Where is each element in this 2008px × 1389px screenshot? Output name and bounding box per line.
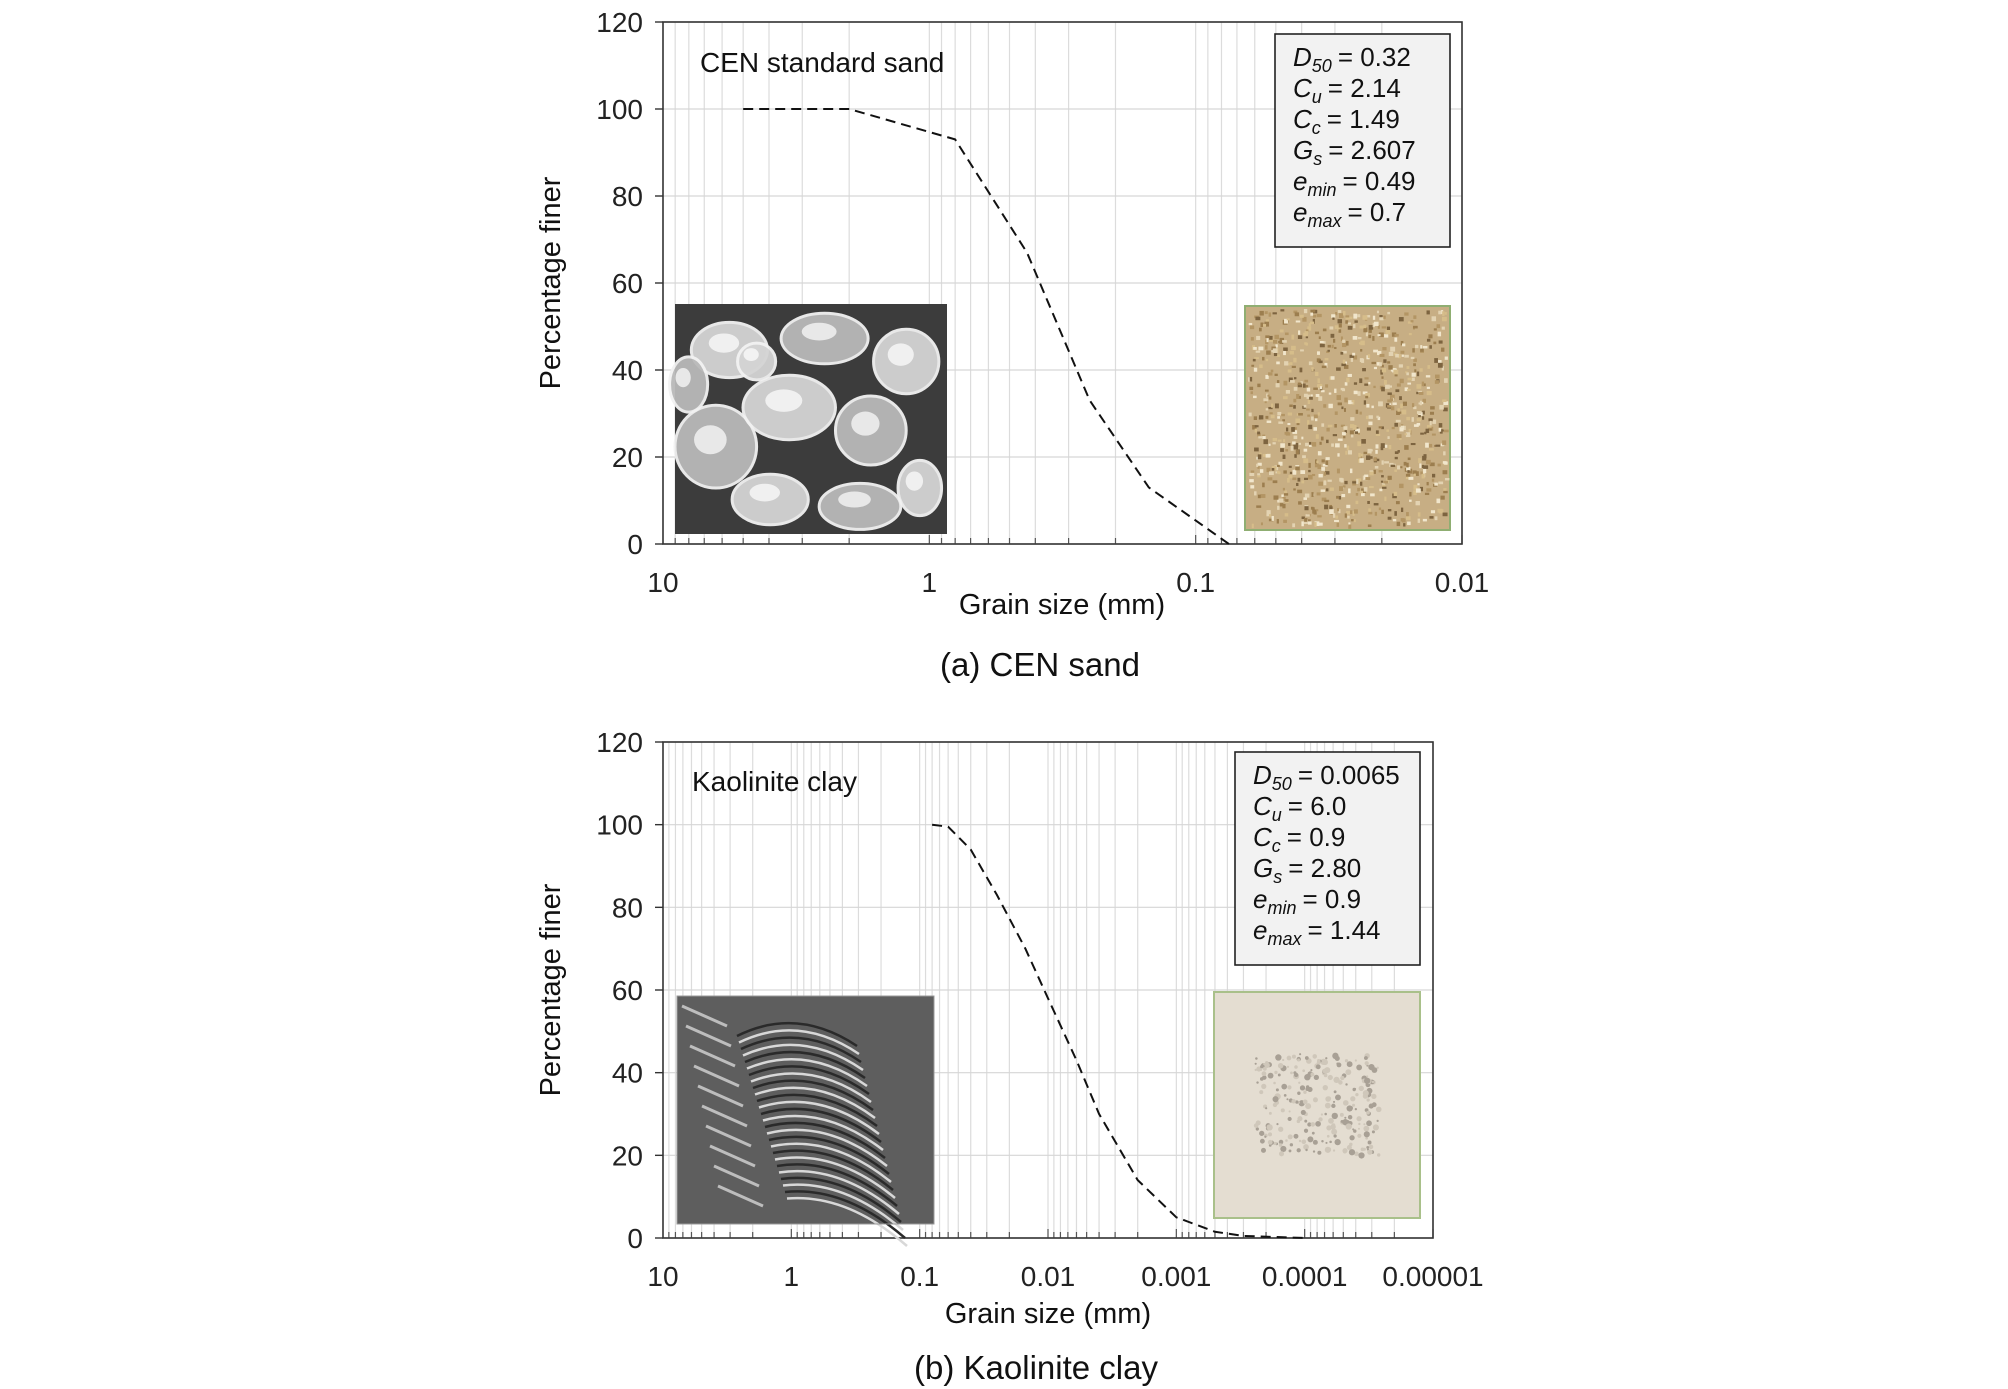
kaolinite-sample-photo: [1213, 991, 1421, 1219]
x-tick-label: 0.01: [1021, 1261, 1076, 1292]
y-tick-label: 40: [612, 1058, 643, 1089]
sand-sample-photo: [1244, 305, 1451, 531]
property-c-u: Cu = 6.0: [1253, 791, 1346, 825]
sem-micrograph-sand: [668, 304, 947, 534]
property-e-min: emin = 0.49: [1293, 166, 1416, 200]
y-tick-label: 0: [627, 529, 643, 560]
x-tick-label: 10: [647, 567, 678, 598]
chart-panel-b: 0 20 40 60 80 100 120 10 1 0.1 0.01 0.001 0.0001 0.00…: [535, 727, 1484, 1386]
figure-caption: (b) Kaolinite clay: [914, 1349, 1158, 1386]
property-d-50: D50 = 0.0065: [1253, 760, 1400, 794]
grading-curve: [743, 108, 1230, 545]
property-e-min: emin = 0.9: [1253, 884, 1361, 918]
property-d-50: D50 = 0.32: [1293, 42, 1411, 76]
y-tick-label: 120: [596, 7, 643, 38]
property-c-c: Cc = 0.9: [1253, 822, 1345, 856]
property-e-max: emax = 1.44: [1253, 915, 1381, 949]
y-tick-label: 60: [612, 975, 643, 1006]
x-tick-label: 10: [647, 1261, 678, 1292]
x-axis-label: Grain size (mm): [945, 1298, 1151, 1330]
y-tick-label: 80: [612, 181, 643, 212]
grading-curve: [931, 823, 1305, 1239]
x-tick-label: 0.01: [1435, 567, 1490, 598]
y-tick-label: 0: [627, 1223, 643, 1254]
y-axis-label: Percentage finer: [535, 883, 567, 1096]
figure-caption: (a) CEN sand: [940, 646, 1140, 683]
y-tick-label: 100: [596, 810, 643, 841]
x-tick-label: 0.1: [1176, 567, 1215, 598]
x-axis-label: Grain size (mm): [959, 589, 1165, 621]
y-tick-label: 20: [612, 1140, 643, 1171]
y-tick-label: 100: [596, 94, 643, 125]
property-c-c: Cc = 1.49: [1293, 104, 1400, 138]
y-tick-label: 40: [612, 355, 643, 386]
x-tick-label: 0.1: [900, 1261, 939, 1292]
property-e-max: emax = 0.7: [1293, 197, 1406, 231]
sem-micrograph-kaolinite: [676, 995, 935, 1247]
x-tick-label: 1: [784, 1261, 800, 1292]
x-tick-label: 0.00001: [1382, 1261, 1483, 1292]
x-tick-label: 1: [922, 567, 938, 598]
y-tick-label: 120: [596, 727, 643, 758]
x-tick-label: 0.0001: [1262, 1261, 1348, 1292]
y-tick-label: 80: [612, 892, 643, 923]
y-tick-label: 60: [612, 268, 643, 299]
x-tick-label: 0.001: [1141, 1261, 1211, 1292]
property-g-s: Gs = 2.607: [1293, 135, 1416, 169]
material-label: CEN standard sand: [700, 47, 944, 78]
y-axis-label: Percentage finer: [535, 176, 567, 389]
material-label: Kaolinite clay: [692, 766, 857, 797]
property-g-s: Gs = 2.80: [1253, 853, 1361, 887]
y-tick-label: 20: [612, 442, 643, 473]
chart-panel-a: 0 20 40 60 80 100 120 10 1 0.1 0.01 Grain size (mm)…: [535, 7, 1489, 683]
property-c-u: Cu = 2.14: [1293, 73, 1401, 107]
